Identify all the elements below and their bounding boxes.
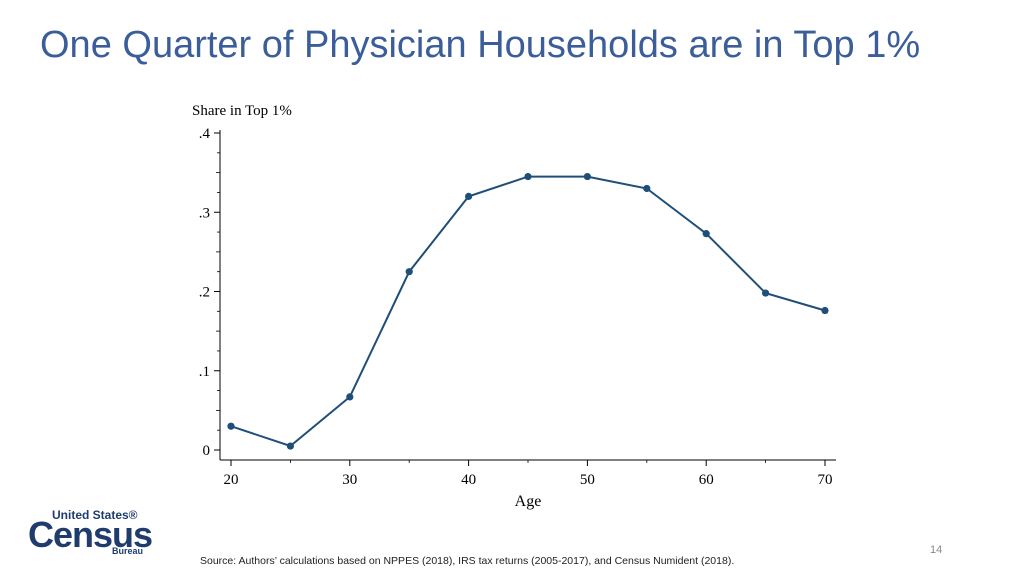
x-tick-label: 30 bbox=[342, 472, 357, 488]
data-point bbox=[821, 306, 829, 315]
data-point bbox=[465, 192, 473, 200]
data-point bbox=[643, 184, 651, 193]
data-point bbox=[405, 268, 413, 276]
data-point bbox=[702, 230, 710, 238]
y-tick-label: .1 bbox=[199, 364, 210, 380]
census-logo: United States® Census Bureau bbox=[28, 508, 153, 556]
y-tick-label: 0 bbox=[203, 443, 211, 459]
y-axis-label: Share in Top 1% bbox=[192, 103, 292, 119]
y-tick-label: .3 bbox=[199, 205, 210, 221]
x-tick-label: 50 bbox=[580, 472, 595, 488]
logo-line3: Bureau bbox=[112, 546, 144, 556]
data-point bbox=[583, 172, 592, 181]
data-points bbox=[227, 172, 829, 450]
series-line bbox=[230, 175, 826, 448]
data-point bbox=[346, 393, 354, 401]
x-ticks: 20 30 40 50 60 70 bbox=[224, 460, 833, 488]
logo-line1: United States® bbox=[52, 508, 138, 522]
slide-title: One Quarter of Physician Households are … bbox=[40, 24, 921, 66]
data-point bbox=[286, 442, 294, 450]
x-tick-label: 40 bbox=[461, 472, 476, 488]
logo-line2: Census bbox=[28, 514, 153, 555]
x-tick-label: 60 bbox=[699, 472, 714, 488]
x-axis-label: Age bbox=[515, 493, 542, 510]
y-tick-label: .2 bbox=[199, 285, 210, 301]
x-tick-label: 70 bbox=[818, 472, 833, 488]
data-point bbox=[524, 172, 532, 181]
y-ticks: 0 .1 .2 .3 .4 bbox=[199, 126, 220, 459]
x-tick-label: 20 bbox=[224, 472, 239, 488]
data-point bbox=[762, 289, 770, 297]
data-point bbox=[227, 422, 235, 430]
page-number: 14 bbox=[930, 544, 943, 556]
y-tick-label: .4 bbox=[199, 126, 211, 142]
source-note: Source: Authors’ calculations based on N… bbox=[200, 555, 735, 567]
